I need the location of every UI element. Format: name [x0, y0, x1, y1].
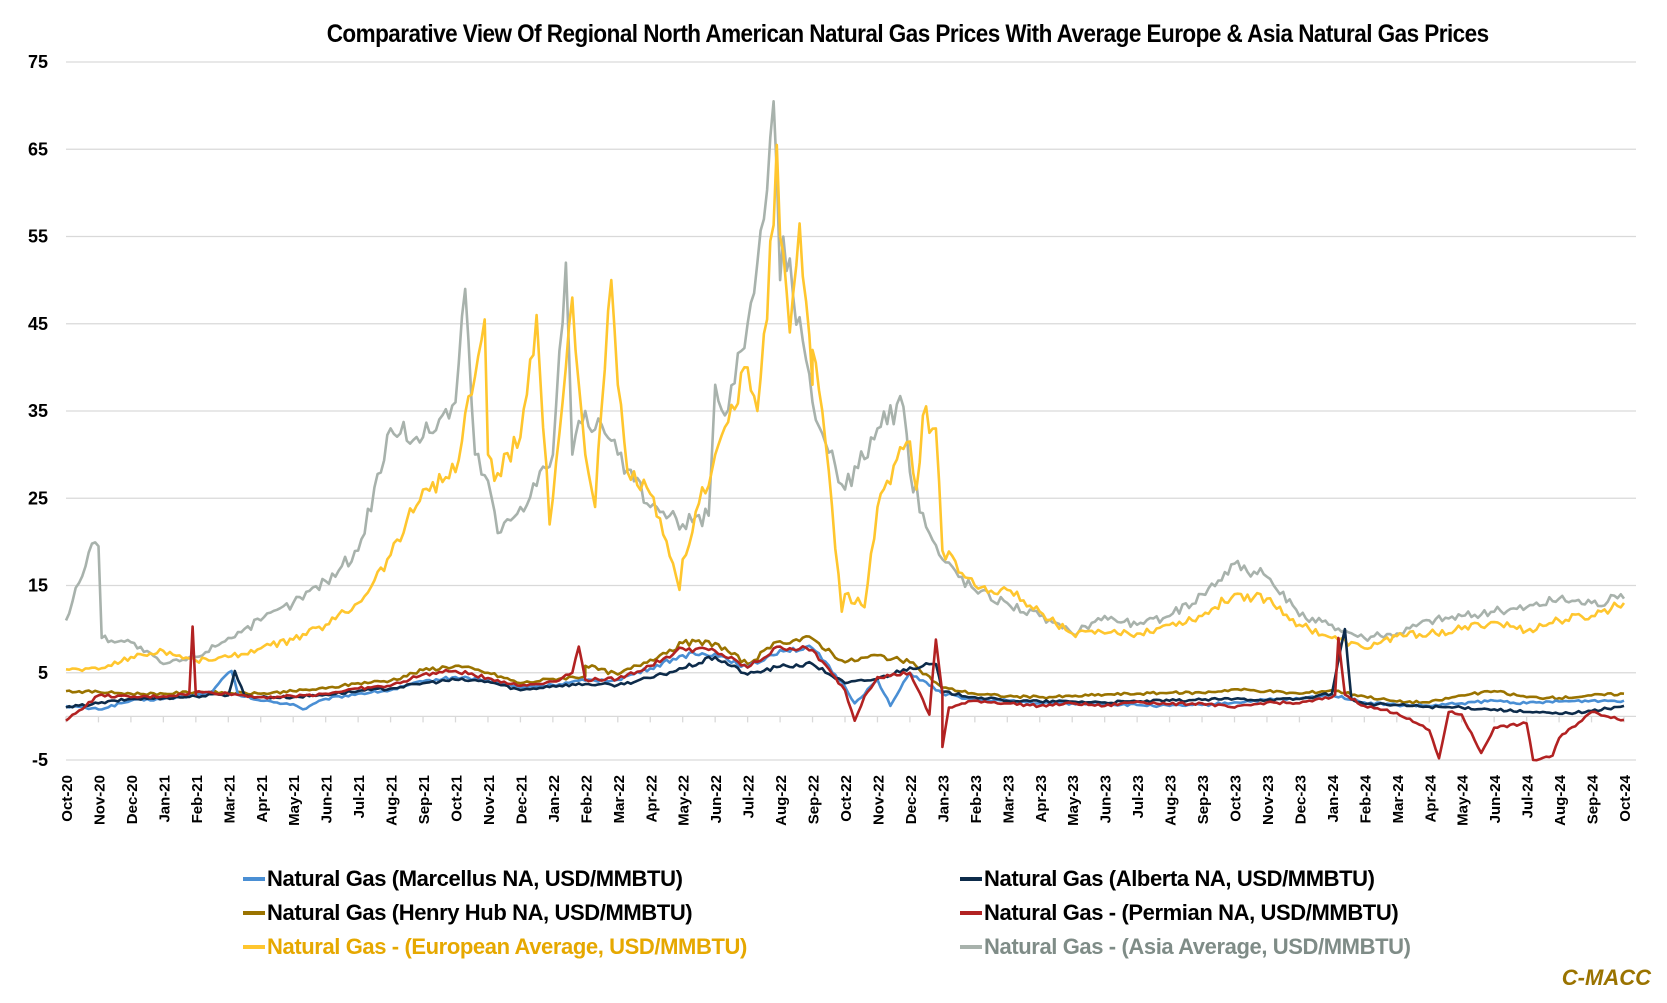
legend-label-henry-hub: Natural Gas (Henry Hub NA, USD/MMBTU) — [267, 900, 693, 925]
y-tick-label: 75 — [28, 52, 48, 72]
x-tick-label: Jul-22 — [741, 775, 758, 818]
x-tick-label: Dec-21 — [513, 775, 530, 824]
y-tick-label: 15 — [28, 576, 48, 596]
x-tick-label: Feb-22 — [578, 775, 595, 823]
x-tick-label: Oct-21 — [449, 775, 466, 822]
chart-title: Comparative View Of Regional North Ameri… — [326, 20, 1489, 48]
x-tick-label: May-23 — [1065, 775, 1082, 826]
x-tick-label: Nov-23 — [1260, 775, 1277, 825]
source-label: C-MACC — [1561, 965, 1651, 990]
gridlines — [66, 61, 1636, 761]
x-tick-label: Oct-22 — [838, 775, 855, 822]
legend-item-marcellus: Natural Gas (Marcellus NA, USD/MMBTU) — [243, 862, 747, 896]
x-tick-label: Feb-24 — [1357, 774, 1374, 823]
legend-swatch-european — [243, 945, 265, 949]
legend-swatch-asia — [960, 945, 982, 949]
x-tick-label: May-24 — [1455, 774, 1472, 826]
x-tick-label: May-22 — [676, 775, 693, 826]
series-line-natural-gas-permian-na-usd-mmbtu — [65, 625, 1625, 762]
y-tick-label: 65 — [28, 139, 48, 159]
x-tick-label: Jun-23 — [1098, 775, 1115, 823]
legend-label-alberta: Natural Gas (Alberta NA, USD/MMBTU) — [984, 866, 1375, 891]
x-tick-label: Aug-24 — [1552, 774, 1569, 825]
x-tick-label: Oct-24 — [1617, 774, 1634, 821]
x-tick-label: Jul-23 — [1130, 775, 1147, 818]
x-tick-label: Apr-22 — [643, 775, 660, 823]
legend-label-marcellus: Natural Gas (Marcellus NA, USD/MMBTU) — [267, 866, 683, 891]
x-tick-label: Jun-24 — [1487, 774, 1504, 823]
x-tick-label: Oct-23 — [1228, 775, 1245, 822]
y-tick-label: 25 — [28, 488, 48, 508]
series-line-natural-gas-european-average-usd-mmbtu — [65, 143, 1626, 673]
legend-item-asia: Natural Gas - (Asia Average, USD/MMBTU) — [960, 930, 1411, 964]
series-lines — [64, 100, 1626, 762]
x-tick-label: Dec-22 — [903, 775, 920, 824]
x-tick-label: Feb-23 — [968, 775, 985, 823]
x-tick-label: Sep-24 — [1585, 774, 1602, 824]
x-tick-label: Mar-21 — [221, 775, 238, 823]
y-axis-ticks: 75 65 55 45 35 25 15 5 -5 — [28, 52, 48, 770]
x-tick-label: Jun-21 — [319, 775, 336, 823]
legend-swatch-marcellus — [243, 877, 265, 881]
x-tick-label: Aug-22 — [773, 775, 790, 826]
line-chart: 75 65 55 45 35 25 15 5 -5 Oct-20 Nov-20 Dec-20 Jan-… — [28, 52, 1636, 826]
x-tick-label: Sep-21 — [416, 775, 433, 824]
x-tick-label: Jan-21 — [156, 775, 173, 823]
x-tick-label: Apr-23 — [1033, 775, 1050, 823]
y-tick-label: 55 — [28, 227, 48, 247]
x-tick-label: May-21 — [286, 775, 303, 826]
x-tick-label: Nov-20 — [91, 775, 108, 825]
x-tick-label: Oct-20 — [59, 775, 76, 822]
x-tick-label: Aug-21 — [384, 775, 401, 826]
legend-label-european: Natural Gas - (European Average, USD/MMB… — [267, 934, 747, 959]
y-tick-label: -5 — [32, 750, 48, 770]
series-line-natural-gas-marcellus-na-usd-mmbtu — [65, 644, 1625, 711]
x-tick-label: Jun-22 — [708, 775, 725, 823]
legend-label-permian: Natural Gas - (Permian NA, USD/MMBTU) — [984, 900, 1399, 925]
legend-right: Natural Gas (Alberta NA, USD/MMBTU) Natu… — [960, 862, 1411, 964]
x-tick-label: Jan-23 — [935, 775, 952, 823]
y-tick-label: 35 — [28, 401, 48, 421]
x-tick-label: Nov-21 — [481, 775, 498, 825]
series-line-natural-gas-asia-average-usd-mmbtu — [64, 100, 1626, 666]
legend-label-asia: Natural Gas - (Asia Average, USD/MMBTU) — [984, 934, 1411, 959]
x-tick-label: Aug-23 — [1163, 775, 1180, 826]
x-tick-label: Feb-21 — [189, 775, 206, 823]
x-tick-label: Jan-24 — [1325, 774, 1342, 822]
legend-item-european: Natural Gas - (European Average, USD/MMB… — [243, 930, 747, 964]
legend-item-permian: Natural Gas - (Permian NA, USD/MMBTU) — [960, 896, 1411, 930]
x-tick-label: Dec-20 — [124, 775, 141, 824]
legend-swatch-henry-hub — [243, 911, 265, 915]
x-tick-label: Mar-24 — [1390, 774, 1407, 823]
legend-swatch-alberta — [960, 877, 982, 881]
x-tick-label: Apr-21 — [254, 775, 271, 823]
x-tick-label: Apr-24 — [1422, 774, 1439, 822]
x-tick-label: Sep-23 — [1195, 775, 1212, 824]
legend-left: Natural Gas (Marcellus NA, USD/MMBTU) Na… — [243, 862, 747, 964]
x-tick-label: Sep-22 — [806, 775, 823, 824]
x-tick-label: Jul-21 — [351, 775, 368, 818]
series-line-natural-gas-henry-hub-na-usd-mmbtu — [65, 635, 1625, 705]
x-axis: Oct-20 Nov-20 Dec-20 Jan-21 Feb-21 Mar-21 Apr-… — [59, 715, 1636, 826]
x-tick-label: Mar-22 — [611, 775, 628, 823]
legend-item-alberta: Natural Gas (Alberta NA, USD/MMBTU) — [960, 862, 1411, 896]
x-tick-label: Nov-22 — [870, 775, 887, 825]
x-tick-label: Jul-24 — [1520, 774, 1537, 818]
legend-item-henry-hub: Natural Gas (Henry Hub NA, USD/MMBTU) — [243, 896, 747, 930]
x-tick-label: Dec-23 — [1292, 775, 1309, 824]
y-tick-label: 45 — [28, 314, 48, 334]
legend-swatch-permian — [960, 911, 982, 915]
x-tick-label: Mar-23 — [1000, 775, 1017, 823]
y-tick-label: 5 — [38, 663, 48, 683]
x-tick-label: Jan-22 — [546, 775, 563, 823]
